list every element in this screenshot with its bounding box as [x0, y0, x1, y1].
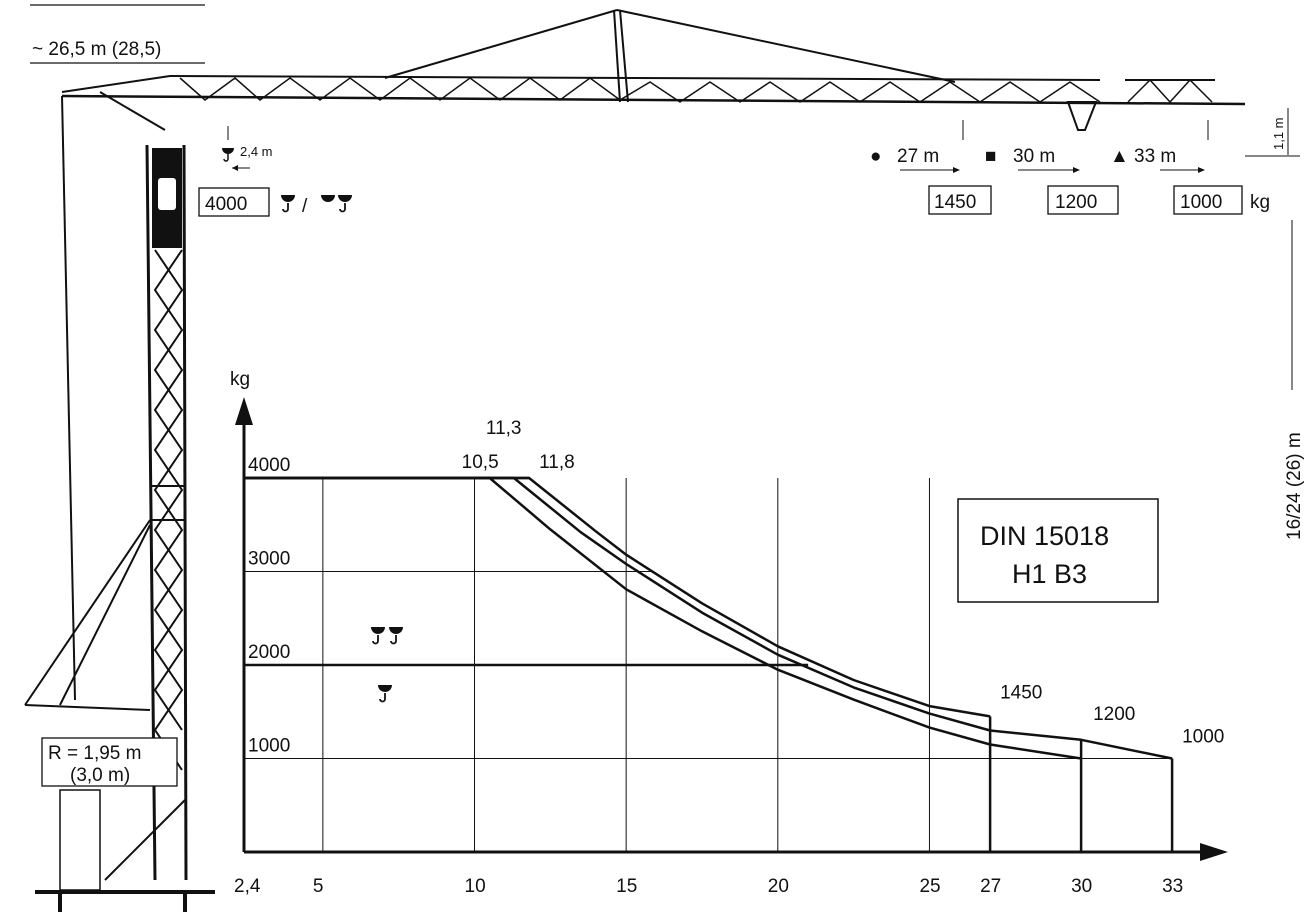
- jib-config-27: ● 27 m 1450: [870, 120, 991, 214]
- y-tick-label: 1000: [248, 736, 290, 757]
- y-tick-label: 3000: [248, 549, 290, 570]
- double-hook-icon: [371, 627, 403, 644]
- inner-hook-offset: 2,4 m: [240, 144, 273, 159]
- config-load: 1000: [1180, 192, 1222, 213]
- x-axis-arrow: [1200, 843, 1228, 861]
- load-curve-3: [244, 478, 990, 716]
- point-label: 1200: [1093, 704, 1135, 725]
- hook-modes-separator: /: [302, 196, 308, 217]
- config-radius: 30 m: [1013, 146, 1055, 167]
- point-label: 1000: [1182, 727, 1224, 748]
- base-radius-line1: R = 1,95 m: [48, 743, 141, 764]
- point-label: 1450: [1000, 682, 1042, 703]
- point-label: 11,8: [539, 452, 575, 473]
- point-label: 11,3: [486, 418, 522, 439]
- x-tick-label: 30: [1071, 876, 1092, 897]
- load-chart: 2,4 5 10 15 20 25 27 30 33 1000 2000 3000 4000 10,5…: [230, 369, 1228, 897]
- single-hook-icon: [378, 685, 392, 702]
- unit-kg: kg: [1250, 192, 1270, 213]
- y-axis-arrow: [235, 397, 253, 425]
- y-tick-label: 2000: [248, 642, 290, 663]
- x-tick-label: 20: [768, 876, 789, 897]
- base-radius-line2: (3,0 m): [70, 765, 130, 786]
- rise-label: 1,1 m: [1271, 117, 1286, 150]
- config-load: 1200: [1055, 192, 1097, 213]
- x-tick-label: 10: [465, 876, 486, 897]
- config-radius: 27 m: [897, 146, 939, 167]
- y-axis-label: kg: [230, 369, 250, 390]
- x-tick-label: 33: [1162, 876, 1183, 897]
- config-symbol: ▲: [1110, 146, 1129, 167]
- height-label: 16/24 (26) m: [1284, 432, 1305, 540]
- x-tick-label: 27: [980, 876, 1001, 897]
- jib-length-label: ~ 26,5 m (28,5): [32, 39, 161, 60]
- x-tick-label: 15: [616, 876, 637, 897]
- double-hook-icon: [321, 195, 352, 212]
- y-tick-labels: 1000 2000 3000 4000: [248, 455, 290, 757]
- x-tick-label: 25: [919, 876, 940, 897]
- config-symbol: ■: [985, 146, 996, 167]
- y-tick-label: 4000: [248, 455, 290, 476]
- crane-illustration: [25, 10, 1245, 912]
- standard-line2: H1 B3: [1012, 559, 1087, 589]
- x-tick-label: 5: [313, 876, 324, 897]
- config-load: 1450: [934, 192, 976, 213]
- config-symbol: ●: [870, 146, 881, 167]
- single-hook-icon: [281, 195, 295, 212]
- standard-line1: DIN 15018: [980, 521, 1109, 551]
- jib-config-30: ■ 30 m 1200: [985, 146, 1118, 214]
- jib-config-33: ▲ 33 m 1000: [1110, 120, 1242, 214]
- inner-hook-icon: [222, 148, 234, 161]
- config-radius: 33 m: [1134, 146, 1176, 167]
- x-tick-label: 2,4: [234, 876, 261, 897]
- point-label: 10,5: [462, 452, 499, 473]
- load-curve-1: [244, 478, 1081, 759]
- min-radius-load: 4000: [205, 194, 247, 215]
- x-tick-labels: 2,4 5 10 15 20 25 27 30 33: [234, 876, 1183, 897]
